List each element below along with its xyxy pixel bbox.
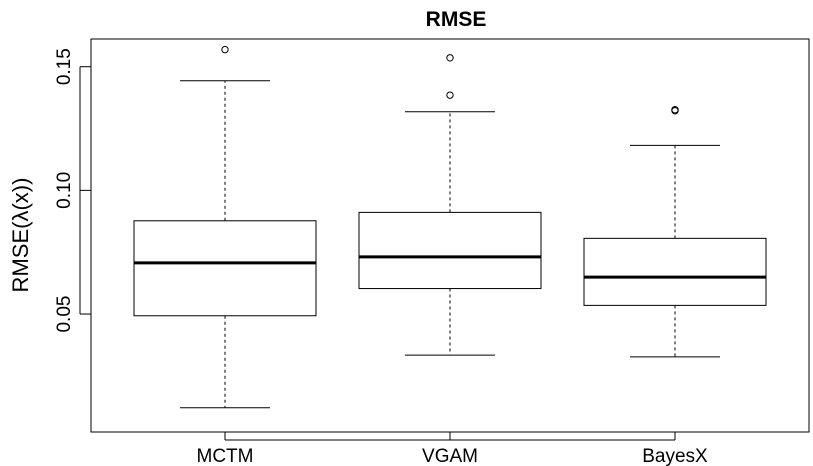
y-tick-label: 0.10 (54, 172, 75, 209)
x-tick-label: BayesX (642, 446, 708, 466)
box-vgam (358, 54, 542, 356)
iqr-box (358, 211, 542, 290)
x-axis: MCTM VGAM BayesX (197, 432, 708, 466)
y-axis-label: RMSE(λ(x)) (8, 178, 33, 293)
outlier-point (221, 45, 229, 54)
chart-title: RMSE (426, 8, 487, 31)
box-bayesx (583, 106, 767, 358)
box-mctm (133, 45, 317, 409)
boxes (133, 45, 767, 409)
y-tick-label: 0.05 (54, 296, 75, 333)
outlier-point (671, 106, 679, 114)
iqr-box (133, 220, 317, 317)
y-tick-label: 0.15 (54, 48, 75, 85)
outlier-point (446, 91, 454, 99)
x-tick-label: MCTM (197, 446, 254, 466)
iqr-box (583, 237, 767, 306)
y-axis: 0.05 0.10 0.15 (54, 48, 91, 333)
outlier-point (446, 54, 454, 62)
x-tick-label: VGAM (422, 446, 478, 466)
